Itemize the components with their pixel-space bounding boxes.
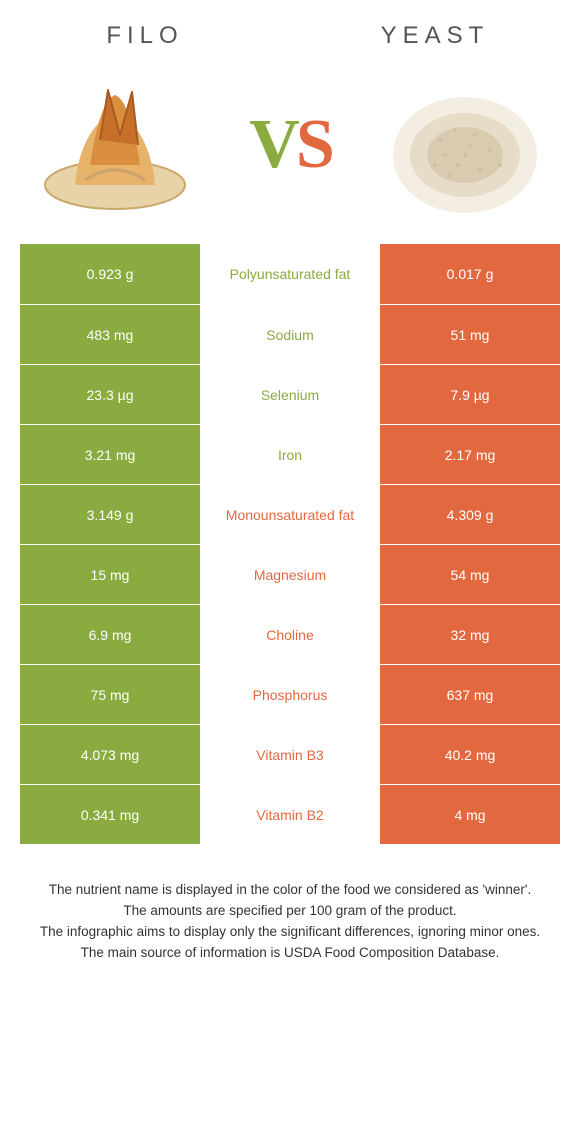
table-row: 15 mgMagnesium54 mg	[20, 544, 560, 604]
right-value-cell: 7.9 µg	[380, 365, 560, 424]
left-value-cell: 4.073 mg	[20, 725, 200, 784]
vs-letter-v: V	[249, 106, 296, 183]
filo-icon	[30, 70, 200, 220]
nutrient-label-cell: Polyunsaturated fat	[200, 244, 380, 304]
table-row: 483 mgSodium51 mg	[20, 304, 560, 364]
right-value-cell: 40.2 mg	[380, 725, 560, 784]
footer-line: The amounts are specified per 100 gram o…	[30, 901, 550, 922]
table-row: 23.3 µgSelenium7.9 µg	[20, 364, 560, 424]
table-row: 4.073 mgVitamin B340.2 mg	[20, 724, 560, 784]
vs-letter-s: S	[296, 106, 331, 183]
table-row: 3.21 mgIron2.17 mg	[20, 424, 560, 484]
left-value-cell: 23.3 µg	[20, 365, 200, 424]
table-row: 0.923 gPolyunsaturated fat0.017 g	[20, 244, 560, 304]
left-value-cell: 75 mg	[20, 665, 200, 724]
nutrient-table: 0.923 gPolyunsaturated fat0.017 g483 mgS…	[20, 244, 560, 844]
left-value-cell: 3.21 mg	[20, 425, 200, 484]
footer-line: The nutrient name is displayed in the co…	[30, 880, 550, 901]
right-food-image	[380, 70, 550, 220]
right-value-cell: 4.309 g	[380, 485, 560, 544]
vs-badge: VS	[249, 105, 331, 185]
right-value-cell: 54 mg	[380, 545, 560, 604]
right-value-cell: 32 mg	[380, 605, 560, 664]
nutrient-label-cell: Vitamin B3	[200, 725, 380, 784]
right-value-cell: 51 mg	[380, 305, 560, 364]
header: Filo Yeast	[0, 0, 580, 60]
right-value-cell: 4 mg	[380, 785, 560, 844]
left-value-cell: 483 mg	[20, 305, 200, 364]
nutrient-label-cell: Phosphorus	[200, 665, 380, 724]
hero-row: VS	[0, 60, 580, 244]
table-row: 3.149 gMonounsaturated fat4.309 g	[20, 484, 560, 544]
footer-line: The infographic aims to display only the…	[30, 922, 550, 943]
left-value-cell: 0.341 mg	[20, 785, 200, 844]
left-value-cell: 6.9 mg	[20, 605, 200, 664]
nutrient-label-cell: Selenium	[200, 365, 380, 424]
left-value-cell: 3.149 g	[20, 485, 200, 544]
nutrient-label-cell: Vitamin B2	[200, 785, 380, 844]
nutrient-label-cell: Iron	[200, 425, 380, 484]
left-food-title: Filo	[0, 22, 290, 50]
nutrient-label-cell: Sodium	[200, 305, 380, 364]
nutrient-label-cell: Magnesium	[200, 545, 380, 604]
right-food-title: Yeast	[290, 22, 580, 50]
nutrient-label-cell: Choline	[200, 605, 380, 664]
yeast-icon	[380, 70, 550, 220]
footer-line: The main source of information is USDA F…	[30, 943, 550, 964]
right-value-cell: 2.17 mg	[380, 425, 560, 484]
table-row: 75 mgPhosphorus637 mg	[20, 664, 560, 724]
left-value-cell: 0.923 g	[20, 244, 200, 304]
table-row: 6.9 mgCholine32 mg	[20, 604, 560, 664]
footer-notes: The nutrient name is displayed in the co…	[30, 880, 550, 964]
table-row: 0.341 mgVitamin B24 mg	[20, 784, 560, 844]
left-value-cell: 15 mg	[20, 545, 200, 604]
nutrient-label-cell: Monounsaturated fat	[200, 485, 380, 544]
right-value-cell: 637 mg	[380, 665, 560, 724]
left-food-image	[30, 70, 200, 220]
right-value-cell: 0.017 g	[380, 244, 560, 304]
